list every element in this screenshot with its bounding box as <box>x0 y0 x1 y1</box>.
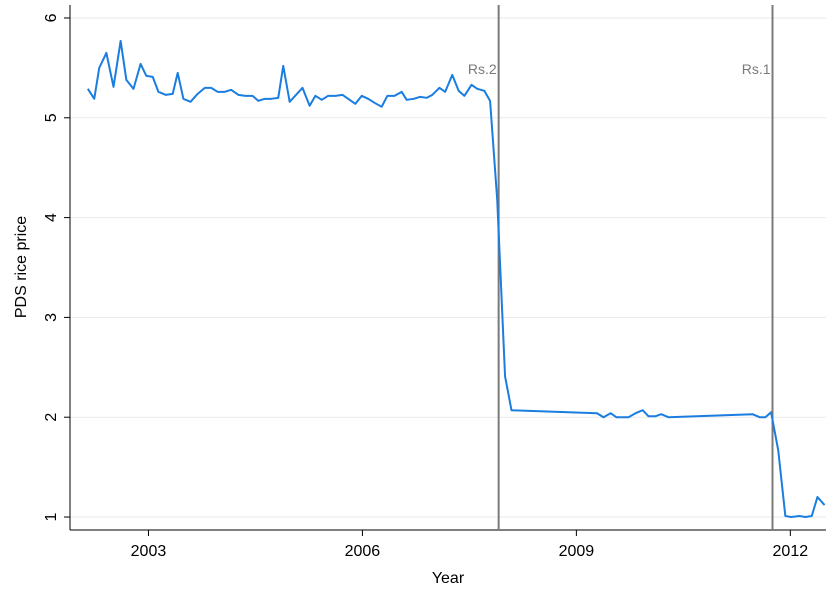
y-axis-label: PDS rice price <box>13 216 30 318</box>
y-tick-label: 4 <box>43 213 60 222</box>
y-tick-label: 2 <box>43 413 60 422</box>
y-tick-label: 1 <box>43 512 60 521</box>
x-tick-label: 2009 <box>559 543 595 560</box>
x-tick-label: 2012 <box>773 543 809 560</box>
x-tick-label: 2006 <box>345 543 381 560</box>
y-tick-label: 3 <box>43 313 60 322</box>
x-tick-label: 2003 <box>131 543 167 560</box>
y-tick-label: 6 <box>43 13 60 22</box>
reference-label: Rs.1 <box>742 61 771 77</box>
reference-label: Rs.2 <box>468 61 497 77</box>
data-line <box>86 39 826 519</box>
x-axis-label: Year <box>432 570 465 587</box>
y-tick-label: 5 <box>43 113 60 122</box>
